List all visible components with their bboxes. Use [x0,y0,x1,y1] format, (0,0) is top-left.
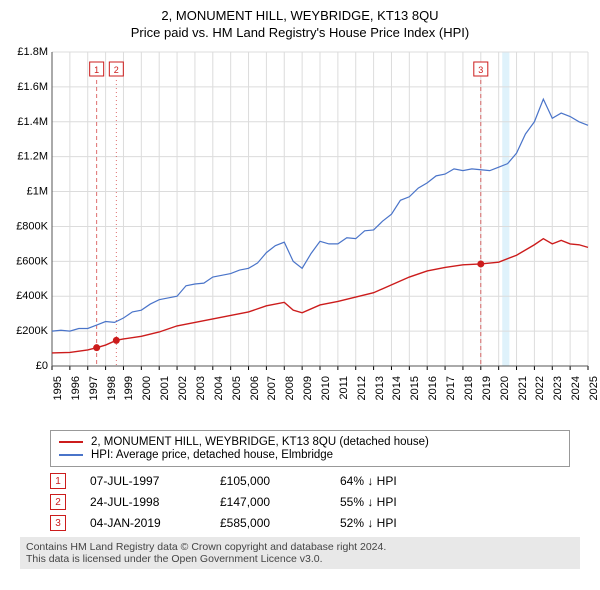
x-axis-year: 2001 [159,376,171,416]
event-marker-box: 2 [50,494,66,510]
x-axis-year: 2015 [409,376,421,416]
x-axis-year: 2023 [552,376,564,416]
legend: 2, MONUMENT HILL, WEYBRIDGE, KT13 8QU (d… [50,430,570,467]
svg-text:£600K: £600K [16,255,48,267]
x-axis-year: 2003 [195,376,207,416]
svg-text:1: 1 [94,65,99,75]
event-marker-box: 3 [50,515,66,531]
svg-text:3: 3 [478,65,483,75]
svg-text:£1.2M: £1.2M [17,151,48,163]
svg-text:£1M: £1M [27,186,48,198]
event-diff: 55% ↓ HPI [340,495,397,509]
x-axis-labels: 1995 1996 1997 1998 1999 2000 2001 2002 2003 2004… [10,378,590,426]
chart-title: 2, MONUMENT HILL, WEYBRIDGE, KT13 8QU [10,8,590,23]
svg-text:£1.6M: £1.6M [17,81,48,93]
x-axis-year: 2022 [534,376,546,416]
x-axis-year: 2019 [481,376,493,416]
x-axis-year: 2012 [356,376,368,416]
event-price: £105,000 [220,474,340,488]
x-axis-year: 2025 [588,376,600,416]
event-row: 3 04-JAN-2019£585,00052% ↓ HPI [50,515,570,531]
x-axis-year: 2002 [177,376,189,416]
event-marker-box: 1 [50,473,66,489]
legend-swatch-2 [59,454,83,456]
line-chart: £0 £200K £400K £600K £800K £1M £1.2M £1.4M £1.6M… [10,46,590,376]
x-axis-year: 2011 [338,376,350,416]
event-row: 2 24-JUL-1998£147,00055% ↓ HPI [50,494,570,510]
x-axis-year: 2009 [302,376,314,416]
x-axis-year: 2021 [517,376,529,416]
legend-item-1: 2, MONUMENT HILL, WEYBRIDGE, KT13 8QU (d… [59,436,561,448]
svg-text:£400K: £400K [16,290,48,302]
chart-subtitle: Price paid vs. HM Land Registry's House … [10,25,590,40]
x-axis-year: 2007 [266,376,278,416]
event-date: 04-JAN-2019 [90,516,220,530]
event-price: £585,000 [220,516,340,530]
x-axis-year: 2018 [463,376,475,416]
x-axis-year: 2016 [427,376,439,416]
x-axis-year: 2013 [374,376,386,416]
x-axis-year: 2006 [249,376,261,416]
x-axis-year: 2000 [141,376,153,416]
footer-attribution: Contains HM Land Registry data © Crown c… [20,537,580,569]
chart-area: £0 £200K £400K £600K £800K £1M £1.2M £1.4M £1.6M… [10,46,590,376]
event-diff: 64% ↓ HPI [340,474,397,488]
x-axis-year: 2014 [391,376,403,416]
x-axis-year: 1997 [88,376,100,416]
x-axis-year: 2024 [570,376,582,416]
event-price: £147,000 [220,495,340,509]
svg-text:£0: £0 [36,360,48,372]
footer-line-2: This data is licensed under the Open Gov… [26,553,574,565]
x-axis-year: 2017 [445,376,457,416]
x-axis-year: 1998 [106,376,118,416]
x-axis-year: 2004 [213,376,225,416]
legend-item-2: HPI: Average price, detached house, Elmb… [59,449,561,461]
x-axis-year: 1995 [52,376,64,416]
event-row: 1 07-JUL-1997£105,00064% ↓ HPI [50,473,570,489]
svg-text:£1.4M: £1.4M [17,116,48,128]
legend-label-1: 2, MONUMENT HILL, WEYBRIDGE, KT13 8QU (d… [91,436,429,448]
svg-text:£200K: £200K [16,325,48,337]
events-table: 1 07-JUL-1997£105,00064% ↓ HPI 2 24-JUL-199… [50,473,570,531]
x-axis-year: 1999 [123,376,135,416]
event-diff: 52% ↓ HPI [340,516,397,530]
legend-swatch-1 [59,441,83,443]
svg-text:2: 2 [114,65,119,75]
svg-text:£1.8M: £1.8M [17,46,48,58]
x-axis-year: 1996 [70,376,82,416]
legend-label-2: HPI: Average price, detached house, Elmb… [91,449,333,461]
x-axis-year: 2005 [231,376,243,416]
x-axis-year: 2020 [499,376,511,416]
event-date: 07-JUL-1997 [90,474,220,488]
svg-text:£800K: £800K [16,220,48,232]
x-axis-year: 2008 [284,376,296,416]
x-axis-year: 2010 [320,376,332,416]
event-date: 24-JUL-1998 [90,495,220,509]
footer-line-1: Contains HM Land Registry data © Crown c… [26,541,574,553]
